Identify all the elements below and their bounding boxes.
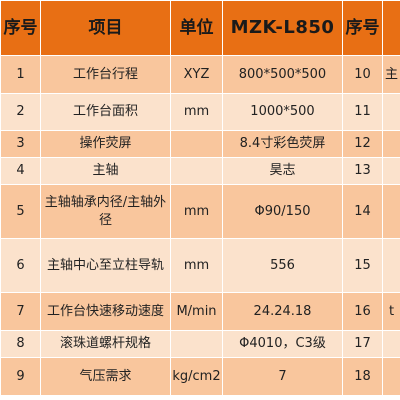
row-clipped-text <box>382 184 400 239</box>
table-row: 7 工作台快速移动速度 M/min 24.24.18 16 t <box>0 292 400 331</box>
row-number: 1 <box>0 55 41 94</box>
row-item-text: 滚珠道螺杆规格 <box>59 336 151 351</box>
header-serial-number-right: 序号 <box>342 0 383 56</box>
row-number-right: 18 <box>342 357 383 396</box>
row-item-text: 操作荧屏 <box>79 136 132 151</box>
row-number: 2 <box>0 93 41 131</box>
row-number: 4 <box>0 157 41 185</box>
row-unit: mm <box>170 238 223 293</box>
row-item: 主轴 <box>40 157 171 185</box>
row-item-text: 主轴中心至立柱导轨 <box>46 257 164 273</box>
table-row: 2 工作台面积 mm 1000*500 11 <box>0 93 400 131</box>
row-item: 操作荧屏 <box>40 130 171 158</box>
row-number: 3 <box>0 130 41 158</box>
row-unit: kg/cm2 <box>170 357 223 396</box>
row-item-text: 工作台面积 <box>72 104 138 119</box>
row-number-right: 14 <box>342 184 383 239</box>
row-item: 主轴中心至立柱导轨 <box>40 238 171 293</box>
header-serial-number: 序号 <box>0 0 41 56</box>
row-clipped-text <box>382 157 400 185</box>
row-number: 7 <box>0 292 41 331</box>
row-clipped-text <box>382 130 400 158</box>
row-item: 工作台快速移动速度 <box>40 292 171 331</box>
row-item-text: 主轴轴承内径/主轴外径 <box>44 194 167 228</box>
row-unit <box>170 330 223 358</box>
row-unit <box>170 130 223 158</box>
row-unit: M/min <box>170 292 223 331</box>
table-row: 4 主轴 昊志 13 <box>0 157 400 185</box>
row-number-right: 11 <box>342 93 383 131</box>
table-row: 6 主轴中心至立柱导轨 mm 556 15 <box>0 238 400 293</box>
row-clipped-text: 主 <box>382 55 400 94</box>
table-header-row: 序号 项目 单位 MZK-L850 序号 <box>0 0 400 56</box>
row-item: 气压需求 <box>40 357 171 396</box>
table-row: 5 主轴轴承内径/主轴外径 mm Φ90/150 14 <box>0 184 400 239</box>
row-value: 8.4寸彩色荧屏 <box>222 130 343 158</box>
row-clipped-text <box>382 93 400 131</box>
row-number-right: 17 <box>342 330 383 358</box>
row-item-text: 工作台快速移动速度 <box>46 303 164 319</box>
row-number: 6 <box>0 238 41 293</box>
row-clipped-text <box>382 330 400 358</box>
row-value: Φ90/150 <box>222 184 343 239</box>
table-row: 3 操作荧屏 8.4寸彩色荧屏 12 <box>0 130 400 158</box>
row-item: 工作台面积 <box>40 93 171 131</box>
row-value: 昊志 <box>222 157 343 185</box>
row-unit <box>170 157 223 185</box>
header-clipped-column <box>382 0 400 56</box>
row-number: 9 <box>0 357 41 396</box>
row-value: 1000*500 <box>222 93 343 131</box>
row-clipped-text: t <box>382 292 400 331</box>
table-row: 8 滚珠道螺杆规格 Φ4010，C3级 17 <box>0 330 400 358</box>
row-clipped-text <box>382 357 400 396</box>
row-value: 7 <box>222 357 343 396</box>
row-unit: mm <box>170 93 223 131</box>
header-item: 项目 <box>40 0 171 56</box>
table-row: 9 气压需求 kg/cm2 7 18 <box>0 357 400 396</box>
row-number-right: 16 <box>342 292 383 331</box>
row-value: 556 <box>222 238 343 293</box>
row-item-text: 气压需求 <box>79 368 132 384</box>
row-number-right: 15 <box>342 238 383 293</box>
row-number-right: 13 <box>342 157 383 185</box>
row-item-text: 主轴 <box>92 163 119 178</box>
row-item: 工作台行程 <box>40 55 171 94</box>
row-number: 8 <box>0 330 41 358</box>
row-number-right: 12 <box>342 130 383 158</box>
row-unit: mm <box>170 184 223 239</box>
header-model: MZK-L850 <box>222 0 343 56</box>
row-item: 主轴轴承内径/主轴外径 <box>40 184 171 239</box>
row-item-text: 工作台行程 <box>72 66 138 82</box>
table-row: 1 工作台行程 XYZ 800*500*500 10 主 <box>0 55 400 94</box>
row-number-right: 10 <box>342 55 383 94</box>
row-number: 5 <box>0 184 41 239</box>
header-unit: 单位 <box>170 0 223 56</box>
row-value: 24.24.18 <box>222 292 343 331</box>
row-unit: XYZ <box>170 55 223 94</box>
row-clipped-text <box>382 238 400 293</box>
row-value: 800*500*500 <box>222 55 343 94</box>
row-value: Φ4010，C3级 <box>222 330 343 358</box>
row-item: 滚珠道螺杆规格 <box>40 330 171 358</box>
